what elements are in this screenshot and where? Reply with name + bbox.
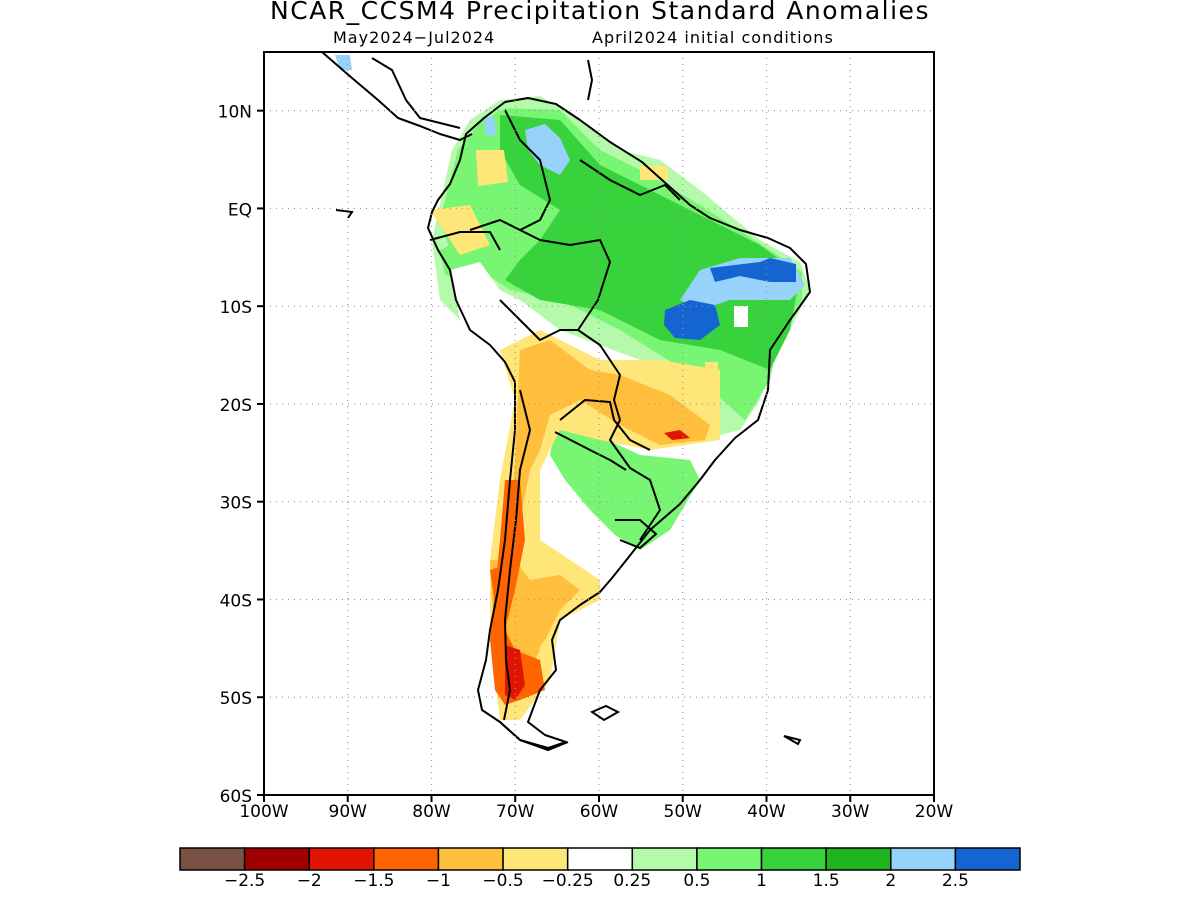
lon-tick-label: 30W	[831, 802, 870, 822]
colorbar-swatch	[760, 847, 827, 871]
colorbar-swatch	[890, 847, 957, 871]
field-blue-nebrazil-a	[664, 300, 720, 340]
border-bolivia-paraguay	[559, 399, 651, 451]
colorbar-label: 2.5	[941, 871, 969, 891]
field-light-green-south	[550, 430, 700, 550]
field-light-blue-colombia	[484, 116, 496, 135]
border-chile-argentina	[503, 389, 531, 721]
border-uruguay	[615, 519, 657, 549]
central-america-north-coast	[371, 57, 461, 129]
colorbar-swatch	[437, 847, 504, 871]
graticule	[264, 52, 934, 795]
colorbar	[179, 847, 1021, 871]
border-brazil-west	[519, 229, 661, 541]
field-white-peru	[450, 262, 540, 345]
lon-tick-label: 50W	[664, 802, 703, 822]
field-blue-nebrazil-b	[710, 258, 796, 282]
tierra-del-fuego	[499, 721, 569, 752]
field-red-brazil-coast	[664, 430, 690, 440]
border-peru-bolivia	[499, 299, 578, 341]
colorbar-label: −0.25	[541, 871, 594, 891]
lat-tick-label: 60S	[220, 787, 252, 807]
central-america-coastline	[321, 52, 473, 141]
colorbar-swatch	[566, 847, 634, 871]
longitude-labels: 100W 90W 80W 70W 60W 50W 40W 30W 20W	[239, 802, 953, 822]
lat-tick-label: EQ	[228, 200, 252, 220]
lat-tick-label: 10N	[218, 103, 252, 123]
colorbar-swatch	[243, 847, 310, 871]
lon-tick-label: 90W	[329, 802, 368, 822]
field-white-box	[734, 306, 748, 327]
lon-tick-label: 70W	[496, 802, 535, 822]
map-title: NCAR_CCSM4 Precipitation Standard Anomal…	[270, 0, 930, 25]
lon-tick-label: 60W	[580, 802, 619, 822]
colorbar-label: 1.5	[812, 871, 840, 891]
colorbar-swatch	[308, 847, 375, 871]
border-guianas	[579, 159, 681, 201]
south-america-coastline	[427, 97, 811, 749]
field-light-yellow-ecuador	[430, 205, 490, 255]
field-orange-central	[505, 340, 710, 660]
caribbean-islands	[587, 59, 594, 101]
south-georgia	[783, 735, 802, 746]
lon-tick-label: 40W	[747, 802, 786, 822]
colorbar-label: 0.5	[683, 871, 711, 891]
colorbar-swatch	[502, 847, 569, 871]
colorbar-swatch	[825, 847, 892, 871]
border-colombia-venezuela	[469, 109, 551, 231]
colorbar-swatch	[696, 847, 763, 871]
lat-tick-label: 30S	[220, 494, 252, 514]
initial-conditions: April2024 initial conditions	[592, 28, 834, 47]
field-orange-red-wide	[490, 565, 510, 605]
lon-tick-label: 100W	[239, 802, 288, 822]
colorbar-swatch	[179, 847, 246, 871]
lon-tick-label: 80W	[412, 802, 451, 822]
forecast-period: May2024−Jul2024	[333, 28, 496, 47]
axis-ticks	[257, 109, 935, 802]
colorbar-label: −1.5	[353, 871, 395, 891]
colorbar-label: −2	[296, 871, 322, 891]
latitude-labels: 10N EQ 10S 20S 30S 40S 50S 60S	[218, 103, 252, 807]
lat-tick-label: 20S	[220, 396, 252, 416]
field-light-yellow-colombia	[476, 150, 508, 186]
colorbar-label: 1	[756, 871, 767, 891]
lat-tick-label: 50S	[220, 689, 252, 709]
colorbar-swatch	[954, 847, 1021, 871]
colorbar-label: −2.5	[223, 871, 266, 891]
colorbar-swatch	[631, 847, 698, 871]
lon-tick-label: 20W	[915, 802, 954, 822]
colorbar-label: 0.25	[613, 871, 652, 891]
colorbar-label: −1	[425, 871, 451, 891]
islands	[335, 59, 802, 752]
lat-tick-label: 10S	[220, 298, 252, 318]
colorbar-label: 2	[885, 871, 897, 891]
border-argentina-paraguay	[554, 431, 627, 471]
field-orange-red-south	[490, 480, 545, 705]
field-light-blue-central-america	[335, 55, 352, 70]
field-light-blue-venezuela	[525, 124, 570, 175]
falkland-islands	[589, 704, 621, 722]
coastlines	[321, 52, 811, 749]
field-medium-green-amazon	[500, 115, 800, 370]
anomaly-fields	[335, 55, 810, 720]
lat-tick-label: 40S	[220, 591, 252, 611]
field-yellow-fleck	[705, 362, 718, 376]
colorbar-swatch	[373, 847, 440, 871]
border-ecuador-peru	[429, 231, 501, 251]
colorbar-label: −0.5	[482, 871, 524, 891]
galapagos	[335, 209, 354, 219]
